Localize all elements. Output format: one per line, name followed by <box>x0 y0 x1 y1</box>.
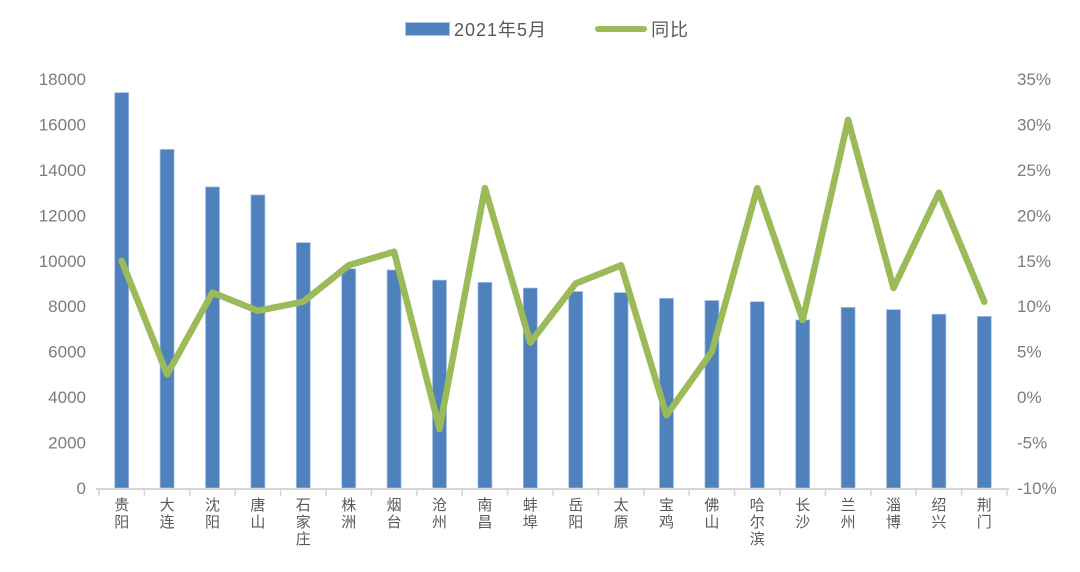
y-axis-tick-label-right: 0% <box>1017 388 1042 407</box>
bar <box>976 316 992 489</box>
bar <box>205 186 220 489</box>
legend-item-bar-series: 2021年5月 <box>405 16 547 42</box>
y-axis-tick-label-left: 10000 <box>39 252 86 271</box>
y-axis-tick-label-left: 14000 <box>39 161 86 180</box>
legend-line-label: 同比 <box>651 20 690 40</box>
y-axis-tick-label-left: 0 <box>77 479 86 498</box>
chart-legend: 2021年5月 同比 <box>405 17 689 41</box>
bar <box>114 92 130 489</box>
bar <box>749 301 765 489</box>
legend-line-swatch-icon <box>595 26 648 32</box>
y-axis-tick-label-right: -5% <box>1017 434 1047 453</box>
trend-line <box>118 116 988 433</box>
legend-bar-label: 2021年5月 <box>454 20 548 40</box>
bar <box>295 242 311 489</box>
legend-item-line-series: 同比 <box>595 16 689 42</box>
y-axis-tick-label-left: 18000 <box>39 70 86 89</box>
bar <box>341 268 357 489</box>
y-axis-tick-label-right: -10% <box>1017 479 1057 498</box>
bar <box>386 269 402 489</box>
bar <box>568 291 584 489</box>
y-axis-tick-label-left: 2000 <box>48 434 86 453</box>
bar <box>432 279 447 489</box>
bar <box>613 292 629 489</box>
y-axis-tick-label-left: 6000 <box>48 343 86 362</box>
bar <box>886 309 901 489</box>
y-axis-tick-label-right: 25% <box>1017 161 1051 180</box>
bar <box>477 282 493 489</box>
bar <box>250 194 266 489</box>
bar <box>931 313 947 489</box>
y-axis-tick-label-left: 12000 <box>39 206 86 225</box>
y-axis-tick-label-left: 16000 <box>39 115 86 134</box>
y-axis-tick-label-right: 10% <box>1017 297 1051 316</box>
bar <box>159 149 175 489</box>
y-axis-tick-label-right: 30% <box>1017 115 1051 134</box>
y-axis-tick-label-right: 15% <box>1017 252 1051 271</box>
y-axis-tick-label-left: 4000 <box>48 388 86 407</box>
y-axis-tick-label-right: 20% <box>1017 206 1051 225</box>
bar <box>840 307 856 489</box>
bar <box>795 319 811 489</box>
y-axis-tick-label-left: 8000 <box>48 297 86 316</box>
legend-bar-swatch-icon <box>405 22 450 36</box>
y-axis-tick-label-right: 5% <box>1017 343 1042 362</box>
y-axis-tick-label-right: 35% <box>1017 70 1051 89</box>
